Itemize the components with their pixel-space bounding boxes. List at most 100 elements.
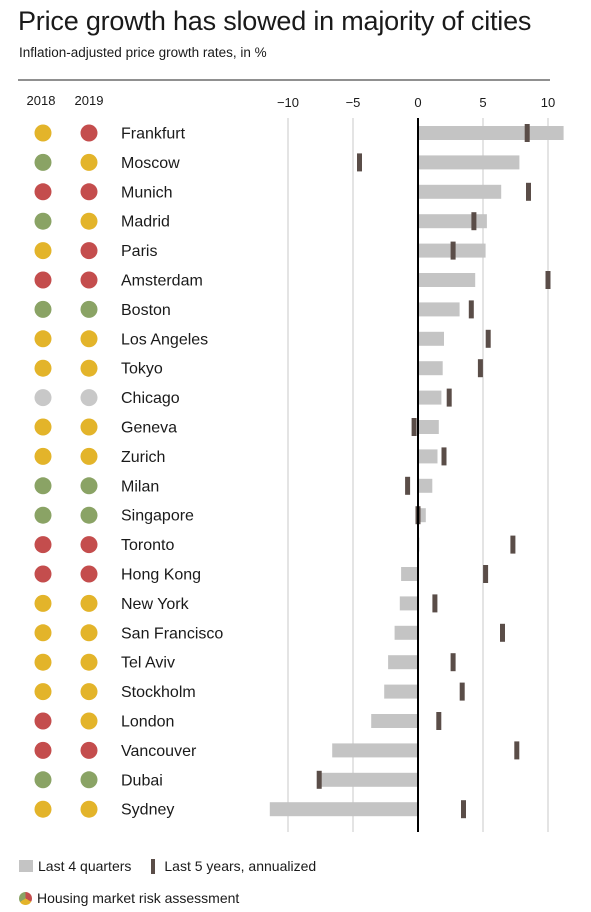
city-label: Toronto	[121, 537, 174, 554]
bar-last-4-quarters	[418, 478, 433, 493]
tick-last-5-years	[450, 241, 456, 260]
risk-dot-2019	[80, 536, 98, 554]
risk-dot-2018	[34, 741, 52, 759]
tick-last-5-years	[524, 124, 530, 142]
city-label: Los Angeles	[121, 331, 208, 348]
tick-last-5-years	[526, 182, 531, 201]
chart-legend: Last 4 quarters Last 5 years, annualized	[19, 858, 316, 874]
bar-last-4-quarters	[269, 802, 418, 817]
x-tick-label: 5	[479, 95, 486, 110]
risk-dot-2019	[80, 653, 98, 671]
risk-dot-2018	[34, 389, 52, 407]
legend-bar-label: Last 4 quarters	[38, 858, 132, 874]
risk-dot-2018	[34, 183, 52, 201]
bar-last-4-quarters	[388, 655, 418, 670]
bar-last-4-quarters	[418, 331, 444, 346]
risk-dot-2018	[34, 153, 52, 171]
risk-dot-2019	[80, 741, 98, 759]
risk-dot-2018	[34, 242, 52, 260]
city-label: Zurich	[121, 449, 165, 466]
risk-dot-2018	[34, 124, 52, 142]
bar-last-4-quarters	[418, 302, 460, 317]
tick-last-5-years	[357, 153, 362, 172]
tick-last-5-years	[432, 594, 438, 613]
tick-last-5-years	[441, 447, 447, 466]
risk-dot-2018	[34, 536, 52, 554]
tick-last-5-years	[471, 212, 477, 231]
tick-last-5-years	[545, 271, 551, 289]
city-label: Moscow	[121, 155, 180, 172]
legend-bar-swatch	[19, 860, 33, 872]
chart-subtitle: Inflation-adjusted price growth rates, i…	[19, 45, 267, 60]
risk-dot-2019	[80, 124, 98, 142]
tick-last-5-years	[411, 418, 417, 436]
bar-last-4-quarters	[401, 567, 418, 581]
risk-dot-2018	[34, 212, 52, 230]
risk-dot-2019	[80, 330, 98, 348]
tick-last-5-years	[485, 329, 491, 348]
city-label: Geneva	[121, 420, 177, 437]
risk-assessment-icon	[19, 891, 32, 905]
risk-dot-2018	[34, 447, 52, 465]
bar-last-4-quarters	[418, 214, 487, 229]
city-label: Madrid	[121, 214, 170, 231]
city-label: Boston	[121, 302, 171, 319]
risk-dot-2019	[80, 153, 98, 171]
x-tick-label: −10	[277, 95, 299, 110]
city-label: Paris	[121, 243, 157, 260]
risk-dot-2019	[80, 447, 98, 465]
legend-tick-swatch	[151, 858, 156, 874]
tick-last-5-years	[477, 359, 483, 378]
risk-dot-2019	[80, 506, 98, 524]
tick-last-5-years	[450, 653, 456, 672]
bar-last-4-quarters	[384, 684, 418, 699]
tick-last-5-years	[436, 712, 442, 730]
city-label: Singapore	[121, 508, 194, 525]
column-header-2018: 2018	[27, 93, 56, 108]
city-label: Chicago	[121, 390, 180, 407]
risk-dot-2018	[34, 624, 52, 642]
risk-dot-2019	[80, 712, 98, 730]
city-label: Munich	[121, 184, 173, 201]
bar-last-4-quarters	[371, 714, 418, 728]
risk-dot-2019	[80, 271, 98, 289]
risk-dot-2019	[80, 183, 98, 201]
risk-dot-2019	[80, 771, 98, 789]
risk-dot-2019	[80, 624, 98, 642]
tick-last-5-years	[514, 741, 520, 760]
city-label: San Francisco	[121, 625, 223, 642]
tick-last-5-years	[405, 476, 411, 495]
tick-last-5-years	[500, 623, 505, 642]
city-label: Hong Kong	[121, 567, 201, 584]
city-label: New York	[121, 596, 190, 613]
city-label: Tokyo	[121, 361, 163, 378]
city-label: London	[121, 714, 174, 731]
bar-last-4-quarters	[317, 772, 418, 787]
bar-last-4-quarters	[418, 273, 476, 287]
column-header-2019: 2019	[75, 93, 104, 108]
city-label: Dubai	[121, 772, 163, 789]
bar-last-4-quarters	[418, 420, 439, 434]
risk-dot-2019	[80, 800, 98, 818]
tick-last-5-years	[483, 565, 489, 583]
risk-dot-2018	[34, 330, 52, 348]
risk-dot-2018	[34, 506, 52, 524]
bar-last-4-quarters	[418, 449, 438, 464]
bar-last-4-quarters	[394, 625, 418, 640]
tick-last-5-years	[459, 682, 465, 701]
x-tick-label: 0	[414, 95, 421, 110]
x-tick-label: 10	[541, 95, 555, 110]
bar-last-4-quarters	[418, 126, 564, 140]
bar-last-4-quarters	[418, 184, 502, 199]
risk-dot-2019	[80, 212, 98, 230]
city-label: Vancouver	[121, 743, 197, 760]
city-label: Stockholm	[121, 684, 196, 701]
risk-dot-2019	[80, 242, 98, 260]
bar-last-4-quarters	[418, 508, 426, 523]
bar-last-4-quarters	[418, 361, 443, 376]
price-growth-chart: 2018 2019 −10 −5 0 5 10 Frankfurt Moscow Munich Ma…	[18, 79, 564, 832]
tick-last-5-years	[468, 300, 474, 319]
bar-last-4-quarters	[418, 155, 520, 170]
x-tick-label: −5	[346, 95, 361, 110]
risk-dot-2018	[34, 594, 52, 612]
